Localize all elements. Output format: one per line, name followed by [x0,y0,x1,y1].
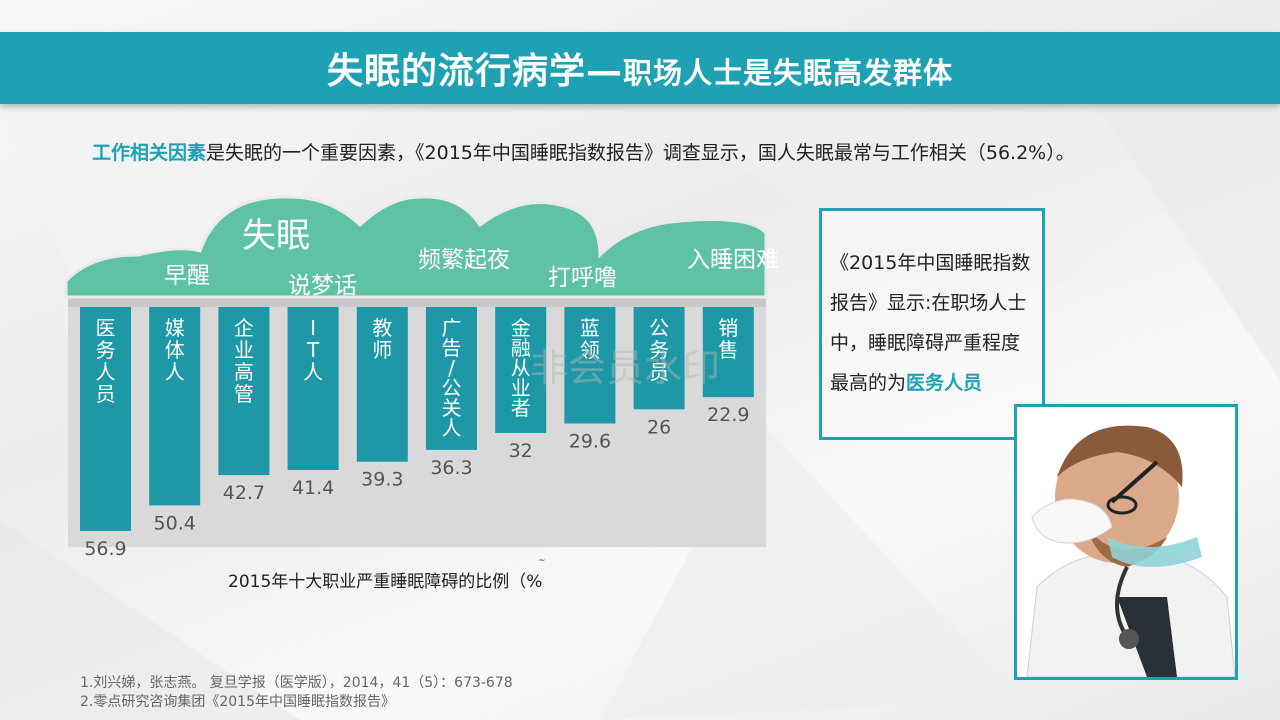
category-label-6: 金融从业者 [511,316,531,420]
category-label-9: 销售 [718,316,738,362]
callout-box: 《2015年中国睡眠指数报告》显示:在职场人士中，睡眠障碍严重程度最高的为医务人… [819,208,1045,440]
intro-text: 是失眠的一个重要因素，《2015年中国睡眠指数报告》调查显示，国人失眠最常与工作… [206,142,1075,164]
value-label-7: 29.6 [569,431,611,453]
value-label-9: 22.9 [707,404,749,426]
slide-title: 失眠的流行病学—职场人士是失眠高发群体 [326,51,954,92]
caption-mark: ~ [538,556,546,566]
bar-5 [426,307,477,450]
doctor-photo [1014,404,1238,680]
watermark: 非会员水印 [530,346,720,390]
category-label-4: 教师 [372,316,392,362]
bar-0 [80,307,131,531]
callout-text: 《2015年中国睡眠指数报告》显示:在职场人士中，睡眠障碍严重程度最高的为医务人… [830,252,1031,394]
intro-highlight: 工作相关因素 [92,142,207,164]
category-label-5: 广告/公关人 [442,316,462,440]
chart-title: 2015年十大职业严重睡眠障碍的比例（% [228,572,543,592]
bar-8 [633,307,685,410]
bar-6 [495,307,547,433]
cloud-band [64,195,768,299]
references: 1.刘兴娣，张志燕。 复旦学报（医学版），2014，41（5）：673-678 … [80,674,513,712]
cloud-label-0: 失眠 [242,216,310,256]
callout-highlight: 医务人员 [906,372,983,394]
value-label-5: 36.3 [430,457,472,479]
bar-4 [356,307,408,462]
category-label-2: 企业高管 [234,316,254,406]
reference-2: 2.零点研究咨询集团《2015年中国睡眠指数报告》 [80,694,395,710]
bar-7 [564,307,616,424]
title-banner: 失眠的流行病学—职场人士是失眠高发群体 [0,32,1280,104]
intro-paragraph: 工作相关因素是失眠的一个重要因素，《2015年中国睡眠指数报告》调查显示，国人失… [92,138,1262,165]
category-label-8: 公务员 [649,316,669,384]
cloud-label-1: 早醒 [164,263,210,289]
category-label-0: 医务人员 [96,316,116,406]
cloud-label-5: 入睡困难 [687,247,779,273]
bar-2 [218,307,270,476]
bar-3 [287,307,339,470]
value-label-0: 56.9 [84,538,126,560]
category-label-7: 蓝领 [580,316,600,362]
value-label-4: 39.3 [361,469,403,491]
value-label-8: 26 [647,416,671,438]
category-label-1: 媒体人 [165,316,185,384]
value-label-2: 42.7 [223,482,265,504]
cloud-label-4: 打呼噜 [548,265,617,291]
value-label-6: 32 [509,440,533,462]
value-label-3: 41.4 [292,477,334,499]
value-label-1: 50.4 [154,512,196,534]
cloud-label-2: 说梦话 [288,273,357,299]
chart-panel-shade [68,297,766,307]
cloud-label-3: 频繁起夜 [418,247,510,273]
bar-9 [702,307,754,398]
bar-1 [149,307,201,506]
reference-1: 1.刘兴娣，张志燕。 复旦学报（医学版），2014，41（5）：673-678 [80,675,513,691]
